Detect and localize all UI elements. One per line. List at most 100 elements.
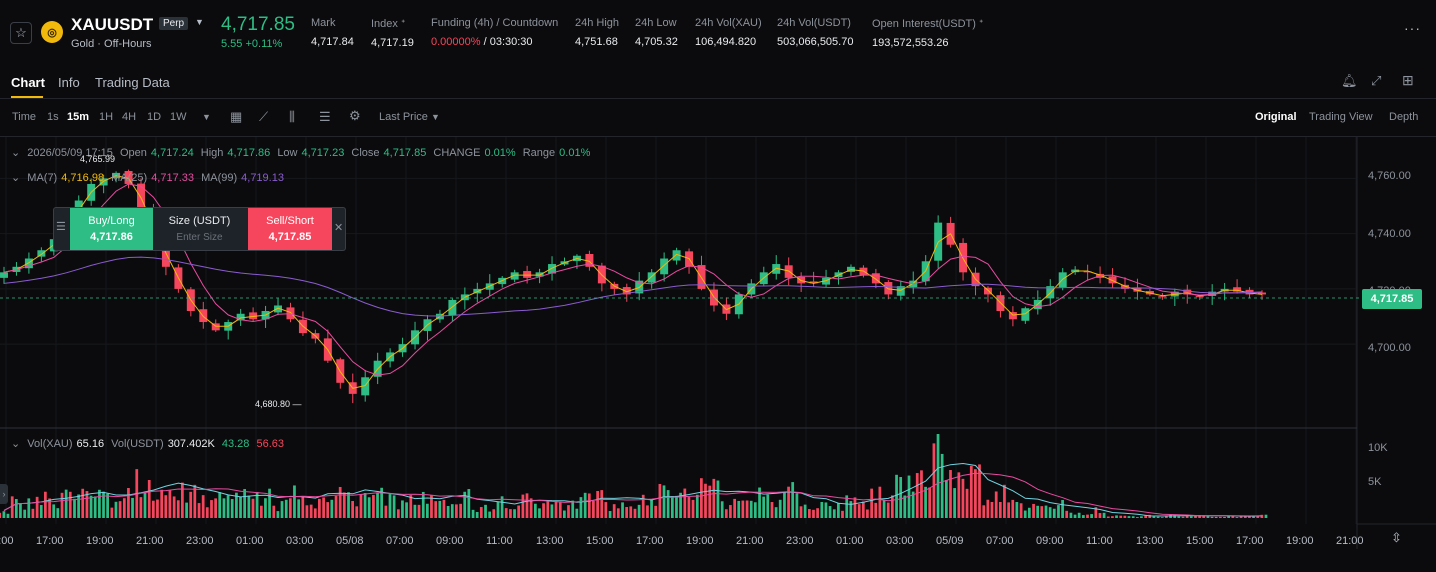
volume-bar (334, 495, 338, 518)
volume-bar (139, 497, 143, 518)
alert-bell-icon[interactable]: 🔔︎ (1341, 73, 1358, 88)
active-tab-indicator (11, 96, 43, 98)
volume-bar (1106, 516, 1110, 518)
collapse-chevron-icon[interactable]: ⌄ (11, 172, 21, 184)
volume-bar (255, 491, 259, 518)
time-axis-label: 23:00 (786, 535, 814, 547)
interval-1d[interactable]: 1D (147, 111, 162, 123)
stat-label: 24h Vol(USDT) (777, 17, 851, 29)
ma99-value: 4,719.13 (241, 172, 284, 184)
volume-bar (367, 497, 371, 518)
view-original[interactable]: Original (1255, 111, 1297, 123)
volume-bar (733, 498, 737, 518)
symbol-dropdown-icon[interactable]: ▼ (195, 17, 204, 27)
funding-countdown: / 03:30:30 (480, 36, 533, 48)
volume-bar (185, 502, 188, 518)
collapse-chevron-icon[interactable]: ⌄ (11, 438, 21, 450)
tab-trading-data[interactable]: Trading Data (95, 75, 170, 90)
price-chart[interactable] (0, 137, 1436, 549)
volume-bar (359, 494, 363, 518)
volume-bar (957, 472, 961, 518)
settings-list-icon[interactable]: ☰ (319, 109, 331, 124)
stat-24h-vol-usdt: 24h Vol(USDT) 503,066,505.70 (777, 17, 853, 48)
volume-bar (106, 493, 109, 518)
view-depth[interactable]: Depth (1389, 111, 1419, 123)
gear-icon[interactable]: ⚙ (349, 108, 361, 123)
interval-1h[interactable]: 1H (99, 111, 114, 123)
symbol-name[interactable]: XAUUSDT (71, 15, 154, 34)
volume-bar (720, 501, 724, 518)
volume-bar (496, 501, 500, 518)
volume-bar (853, 497, 857, 518)
interval-1s[interactable]: 1s (47, 111, 59, 123)
volume-bar (19, 503, 22, 518)
volume-bar (567, 505, 570, 518)
volume-bar (143, 492, 147, 518)
close-icon[interactable]: ✕ (334, 222, 344, 234)
drag-handle-icon[interactable]: ☰ (56, 221, 66, 233)
volume-bar (81, 488, 85, 518)
volume-bar (1052, 508, 1056, 518)
tab-chart[interactable]: Chart (11, 75, 45, 90)
high-value: 4,717.86 (227, 147, 271, 159)
expand-panel-icon[interactable]: › (0, 484, 8, 504)
volume-bar (982, 505, 986, 518)
volume-bar (102, 491, 105, 518)
tab-info[interactable]: Info (58, 75, 80, 90)
stat-label: Index ᐩ (371, 18, 406, 30)
volume-bar (1023, 510, 1027, 518)
view-trading-view[interactable]: Trading View (1309, 111, 1373, 123)
volume-bar (214, 498, 217, 518)
volume-bar (803, 504, 807, 518)
volume-bar (1239, 515, 1243, 518)
calendar-icon[interactable]: ▦ (230, 109, 243, 124)
sell-short-button[interactable]: Sell/Short 4,717.85 (248, 208, 332, 250)
volume-bar (1131, 516, 1135, 518)
interval-15m[interactable]: 15m (67, 111, 90, 123)
volume-bar (787, 486, 790, 518)
stat-open-interest[interactable]: Open Interest(USDT) ᐩ 193,572,553.26 (872, 17, 983, 49)
candle-body (1208, 291, 1217, 296)
volume-bar (1148, 514, 1152, 518)
price-type-select[interactable]: Last Price ▼ (379, 111, 440, 123)
stat-index[interactable]: Index ᐩ 4,717.19 (371, 17, 414, 49)
volume-bar (293, 485, 296, 518)
interval-dropdown-icon[interactable]: ▼ (202, 112, 211, 122)
volume-bar (430, 495, 433, 518)
volume-bar (969, 465, 973, 518)
volume-bar (837, 503, 840, 518)
volume-bar (23, 509, 27, 518)
scale-reset-icon[interactable]: ⇳ (1391, 530, 1402, 545)
volume-bar (646, 505, 649, 518)
stat-funding: Funding (4h) / Countdown 0.00000% / 03:3… (431, 17, 558, 48)
stat-label: Funding (4h) / Countdown (431, 17, 559, 29)
volume-bar (1160, 517, 1164, 518)
interval-1w[interactable]: 1W (170, 111, 187, 123)
interval-4h[interactable]: 4H (122, 111, 137, 123)
price-change: 5.55 +0.11% (221, 38, 283, 50)
volume-bar (1032, 503, 1035, 518)
volume-bar (870, 488, 874, 518)
layout-grid-icon[interactable]: ⊞ (1402, 72, 1414, 88)
time-axis-label: 01:00 (236, 535, 264, 547)
time-label[interactable]: Time (12, 111, 37, 123)
buy-long-button[interactable]: Buy/Long 4,717.86 (70, 208, 153, 250)
volume-bar (1015, 501, 1019, 518)
volume-bar (118, 501, 122, 518)
fullscreen-icon[interactable]: ⤢ (1371, 73, 1382, 88)
volume-bar (438, 500, 442, 518)
collapse-chevron-icon[interactable]: ⌄ (11, 147, 21, 159)
candle-body (1133, 287, 1142, 292)
candle-type-icon[interactable]: ⫼ (289, 109, 295, 124)
volume-bar (662, 485, 666, 518)
volume-bar (189, 491, 193, 518)
size-input[interactable]: Size (USDT) Enter Size (153, 208, 246, 250)
volume-bar (542, 503, 545, 518)
more-options-icon[interactable]: ··· (1404, 20, 1421, 36)
volume-bar (791, 482, 795, 518)
volume-bar (64, 489, 68, 518)
favorite-star-icon[interactable]: ☆ (10, 22, 32, 44)
indicator-icon[interactable]: ⟋ (259, 109, 269, 124)
volume-bar (127, 487, 130, 518)
time-axis-label: 17:00 (636, 535, 664, 547)
